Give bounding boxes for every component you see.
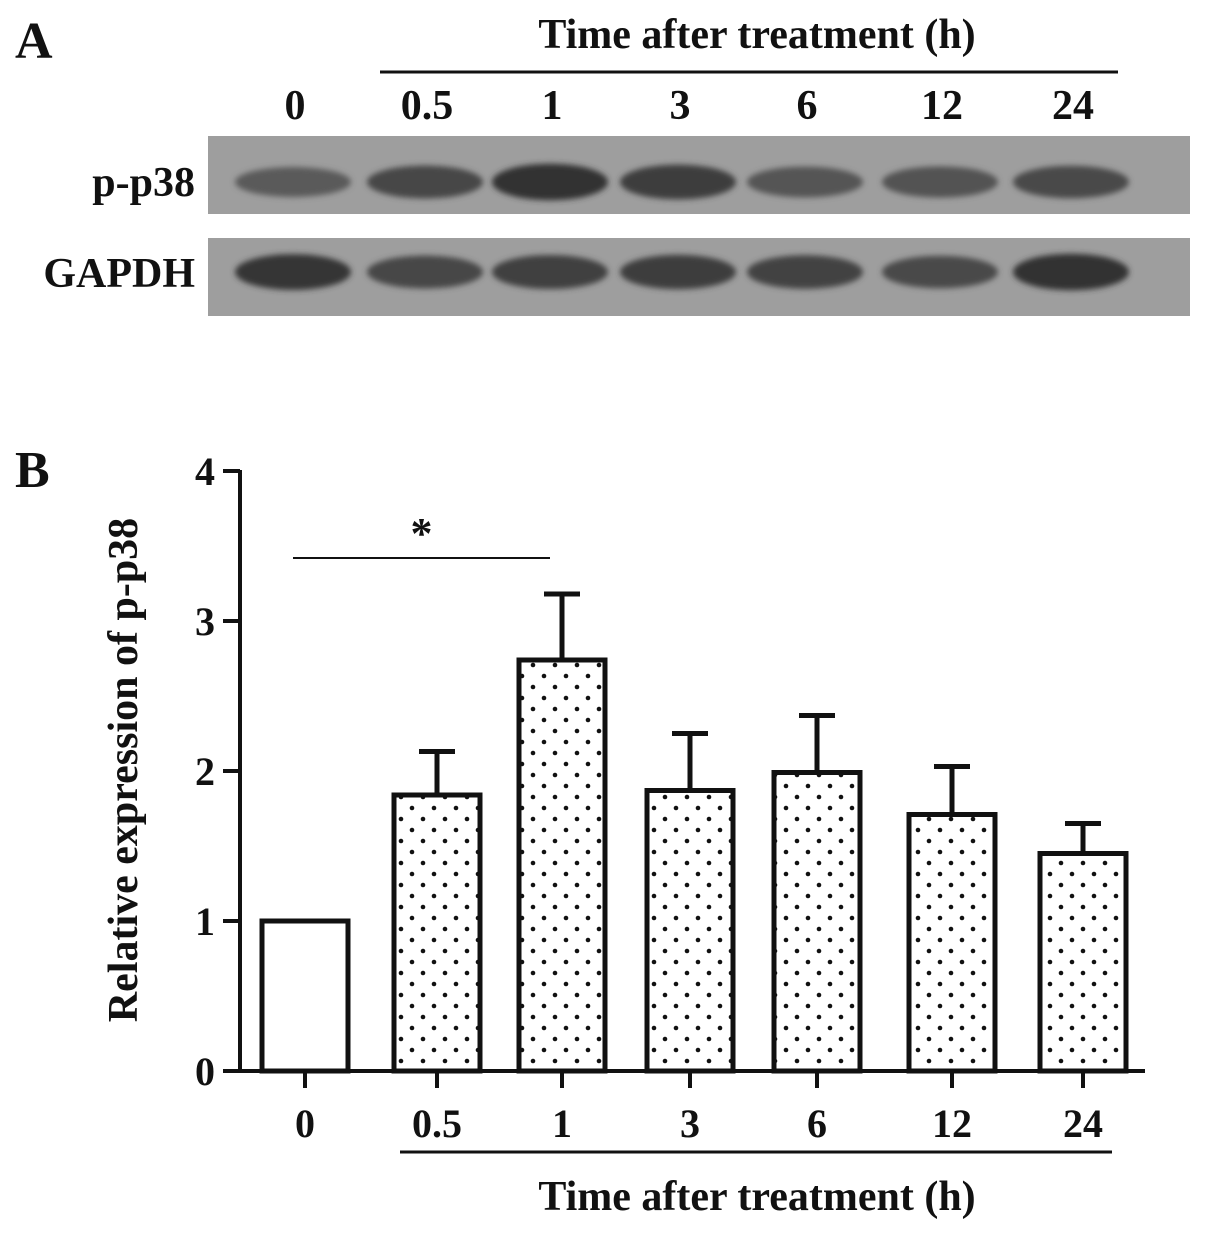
- blot-bands-p-p38: [235, 163, 1129, 201]
- blot-band: [882, 166, 998, 198]
- lane-label: 0: [285, 83, 306, 129]
- x-tick-label: 6: [807, 1101, 827, 1146]
- blot-band: [367, 255, 483, 289]
- blot-bands-gapdh: [235, 253, 1129, 291]
- lane-label: 24: [1052, 83, 1094, 129]
- blot-label-gapdh: GAPDH: [43, 251, 195, 297]
- blot-band: [747, 255, 863, 289]
- x-axis-label: Time after treatment (h): [538, 1174, 975, 1220]
- y-tick-label: 2: [195, 749, 215, 794]
- blot-band: [367, 165, 483, 199]
- blot-band: [235, 254, 351, 290]
- lane-label: 0.5: [401, 83, 454, 129]
- y-tick-label: 4: [195, 449, 215, 494]
- blot-band: [492, 163, 608, 201]
- blot-band: [1013, 165, 1129, 199]
- lane-label: 1: [542, 83, 563, 129]
- bar: [644, 788, 736, 1074]
- blot-band: [492, 254, 608, 290]
- lane-labels: 0 0.5 1 3 6 12 24: [285, 83, 1095, 129]
- bar: [259, 918, 351, 1074]
- x-tick-label: 1: [552, 1101, 572, 1146]
- y-tick-label: 3: [195, 599, 215, 644]
- lane-label: 3: [670, 83, 691, 129]
- blot-band: [620, 164, 736, 200]
- lane-label: 6: [797, 83, 818, 129]
- bar: [906, 812, 998, 1074]
- x-tick-label: 3: [680, 1101, 700, 1146]
- significance-marker: *: [411, 509, 433, 558]
- bar: [771, 770, 863, 1074]
- x-tick-label: 24: [1063, 1101, 1103, 1146]
- western-blot-panel: A Time after treatment (h) 0 0.5 1 3 6 12 24 p…: [15, 12, 1190, 316]
- x-tick-label: 0: [295, 1101, 315, 1146]
- bar: [1037, 851, 1129, 1074]
- blot-band: [235, 167, 351, 197]
- blot-band: [620, 254, 736, 290]
- y-tick-label: 0: [195, 1049, 215, 1094]
- blot-band: [747, 166, 863, 198]
- blot-time-header: Time after treatment (h): [538, 12, 975, 58]
- y-axis-label: Relative expression of p-p38: [101, 518, 147, 1022]
- bar: [516, 657, 608, 1074]
- blot-band: [882, 255, 998, 289]
- blot-band: [1013, 253, 1129, 291]
- bar: [391, 792, 483, 1074]
- y-tick-label: 1: [195, 899, 215, 944]
- x-tick-label: 0.5: [412, 1101, 462, 1146]
- blot-label-p-p38: p-p38: [92, 160, 195, 206]
- panel-a-label: A: [15, 13, 53, 70]
- panel-b-label: B: [15, 442, 50, 499]
- lane-label: 12: [921, 83, 963, 129]
- x-tick-label: 12: [932, 1101, 972, 1146]
